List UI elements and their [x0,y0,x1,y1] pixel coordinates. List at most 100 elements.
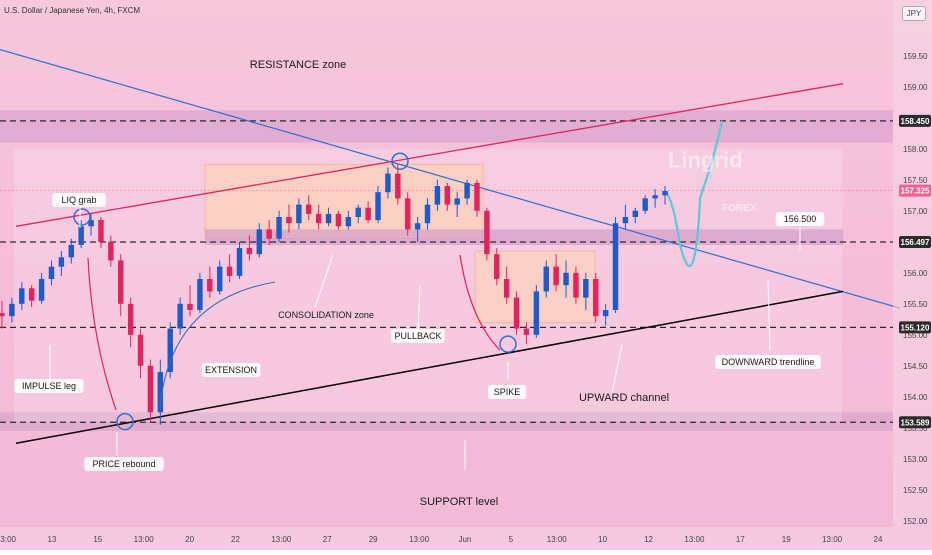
candle-body [147,365,154,413]
extension-label-group: EXTENSION [201,363,261,377]
candle-body [662,190,668,196]
candle-body [444,186,451,205]
y-tick-label: 155.50 [903,300,928,309]
candle-body [484,210,490,255]
upward-channel-label-group: UPWARD channel [579,392,669,404]
candle-body [652,195,658,199]
candle-body [602,310,609,317]
support-zone-band [0,412,893,431]
impulse-leg-label-box [14,379,84,393]
downward-trendline-label-group: DOWNWARD trendline [715,355,821,369]
y-tick-label: 157.00 [903,207,928,216]
y-tick-label: 158.00 [903,145,928,154]
candle-body [167,328,173,372]
candle-body [355,207,361,217]
x-tick-label: 17 [736,535,745,544]
candle-body [108,241,114,261]
candle-body [286,217,292,224]
candle-body [98,220,104,242]
price-level-label: 153.589 [901,418,930,427]
candle-body [533,291,540,335]
upward-channel-label: UPWARD channel [579,392,669,404]
candle-body [226,266,233,276]
candle-body [68,244,74,258]
candle-body [553,266,559,286]
price-level-badge [899,416,931,429]
spike-label: SPIKE [494,387,521,397]
spike-label-group: SPIKE [488,385,526,399]
candle-body [177,303,183,329]
x-tick-label: 13:00 [684,535,705,544]
candle-body [612,223,619,310]
candle-body [296,204,302,224]
target-price-label-group: 156.500 [775,212,825,226]
y-tick-label: 155.00 [903,331,928,340]
candle-body [404,198,411,230]
x-tick-label: 10 [598,535,607,544]
price-level-label: 155.120 [901,323,930,332]
price-rebound-label-group: PRICE rebound [84,457,164,471]
x-tick-label: 13:00 [271,535,292,544]
resistance-zone-band [0,110,893,143]
x-tick-label: 13:00 [409,535,430,544]
y-tick-label: 159.00 [903,83,928,92]
extension-label-box [201,363,261,377]
resistance-zone-label: RESISTANCE zone [250,59,346,71]
impulse-leg-label-group: IMPULSE leg [14,379,84,393]
x-tick-label: 27 [323,535,332,544]
liq-grab-label: LIQ grab [61,195,96,205]
candle-body [0,313,5,317]
support-level-label: SUPPORT level [420,496,498,508]
callout-leader [767,279,771,351]
x-tick-label: 12 [644,535,653,544]
candle-body [424,204,431,224]
candle-body [622,217,629,224]
candle-body [157,372,164,413]
impulse-arrow [87,257,117,411]
candle-body [335,213,342,227]
candle-body [375,192,381,221]
price-rebound-label: PRICE rebound [92,459,155,469]
pivot-marker-circle [499,335,517,353]
price-level-label: 156.497 [901,238,930,247]
callout-leader [417,284,421,331]
candle-body [583,279,589,298]
currency-badge[interactable]: JPY [902,6,926,21]
y-tick-label: 152.00 [903,517,928,526]
x-tick-label: 22 [231,535,240,544]
pullback-label: PULLBACK [394,331,441,341]
support-trendline [15,290,844,445]
liq-grab-label-box [52,193,106,207]
candle-body [58,257,65,267]
callout-leader [611,344,623,394]
candle-body [593,279,599,317]
y-tick-label: 153.50 [903,424,928,433]
downward-trendline-label: DOWNWARD trendline [722,357,815,367]
candle-body [236,248,243,276]
x-tick-label: 13:00 [822,535,843,544]
target-price-label-box [775,212,825,226]
x-tick-label: 5 [509,535,514,544]
x-axis-panel [0,527,893,550]
consolidation-box [204,163,484,240]
consolidation-zone-label: CONSOLIDATION zone [278,310,374,320]
candle-body [642,198,648,211]
candle-body [78,226,84,245]
extension-label: EXTENSION [205,365,257,375]
candle-body [385,173,391,193]
price-level-label: 157.325 [901,187,930,196]
x-tick-label: 15 [93,535,102,544]
price-level-badge [899,114,931,127]
candle-body [207,279,213,292]
x-tick-label: 13 [47,535,56,544]
y-tick-label: 156.00 [903,269,928,278]
price-level-badge [899,235,931,248]
extension-arrow [159,281,276,409]
mid-zone-band [205,229,843,245]
x-tick-label: 24 [874,535,883,544]
channel-upper-line [15,83,844,227]
candle-body [276,217,282,239]
y-tick-label: 153.00 [903,455,928,464]
